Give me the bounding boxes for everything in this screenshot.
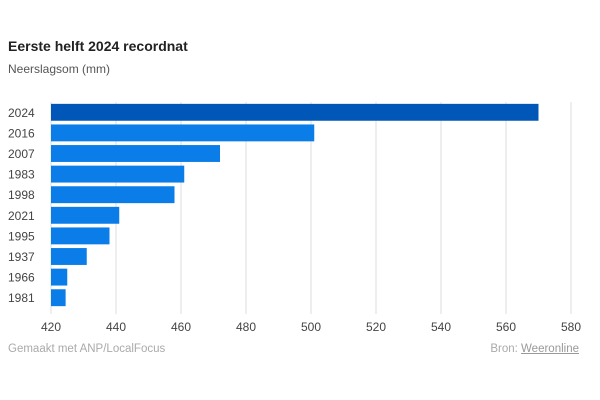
- bar-2021: [51, 206, 120, 224]
- y-category-label: 1998: [8, 188, 35, 202]
- bar-1966: [51, 268, 68, 286]
- y-category-label: 1981: [8, 291, 35, 305]
- y-category-label: 1966: [8, 271, 35, 285]
- chart-subtitle: Neerslagsom (mm): [8, 62, 111, 76]
- x-tick-label: 460: [171, 320, 191, 334]
- bar-2016: [51, 124, 315, 142]
- x-tick-label: 540: [431, 320, 451, 334]
- bar-1983: [51, 165, 185, 183]
- y-category-label: 2021: [8, 209, 35, 223]
- y-category-label: 1983: [8, 168, 35, 182]
- bar-1998: [51, 186, 175, 204]
- x-tick-label: 440: [106, 320, 126, 334]
- bar-2007: [51, 145, 220, 162]
- bar-2024: [51, 103, 539, 121]
- chart-title: Eerste helft 2024 recordnat: [8, 38, 188, 54]
- x-tick-label: 520: [366, 320, 386, 334]
- y-category-label: 2007: [8, 147, 35, 161]
- y-category-label: 1937: [8, 250, 35, 264]
- x-tick-label: 580: [561, 320, 581, 334]
- source-label: Bron:: [490, 343, 518, 355]
- x-tick-label: 500: [301, 320, 321, 334]
- credit-text: Gemaakt met ANP/LocalFocus: [8, 343, 166, 355]
- source-link[interactable]: Weeronline: [521, 343, 579, 355]
- y-category-label: 1995: [8, 229, 35, 243]
- source-attribution: Bron: Weeronline: [490, 343, 579, 355]
- bar-1995: [51, 227, 110, 245]
- bar-1937: [51, 248, 87, 265]
- x-tick-label: 420: [41, 320, 61, 334]
- x-tick-label: 480: [236, 320, 256, 334]
- y-category-label: 2016: [8, 126, 35, 140]
- y-category-label: 2024: [8, 106, 35, 120]
- x-tick-label: 560: [496, 320, 516, 334]
- bar-1981: [51, 289, 66, 307]
